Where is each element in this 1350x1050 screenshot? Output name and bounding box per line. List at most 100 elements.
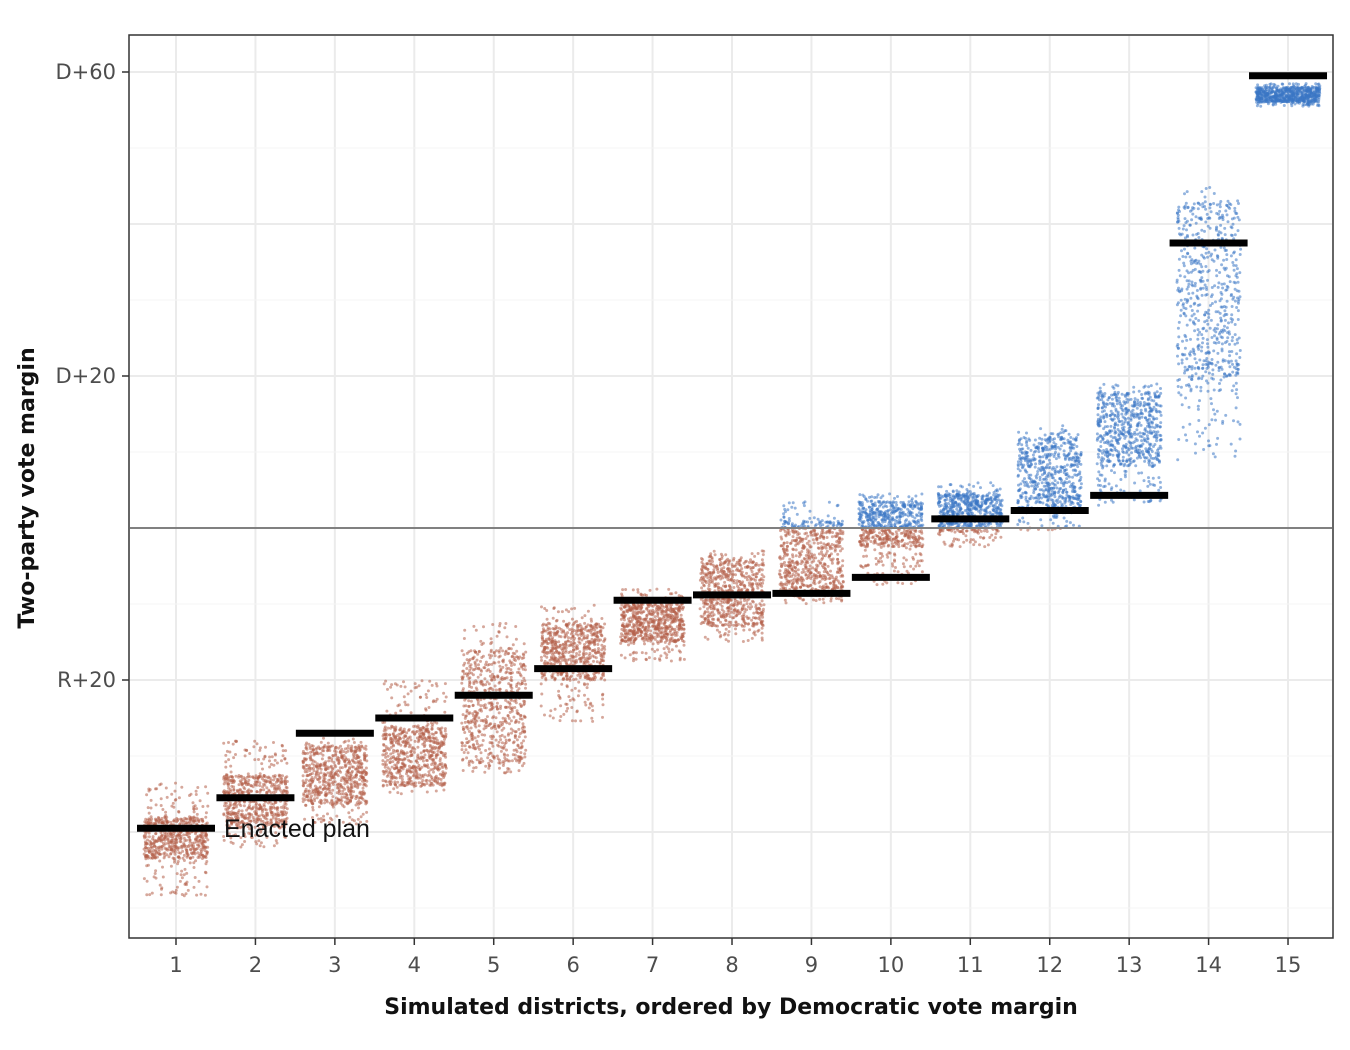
sim-point	[198, 838, 202, 842]
sim-point	[576, 694, 580, 698]
sim-point	[559, 704, 563, 708]
sim-point	[157, 849, 161, 853]
sim-point	[444, 765, 448, 769]
sim-point	[409, 738, 413, 742]
sim-point	[246, 783, 250, 786]
sim-point	[204, 811, 208, 815]
sim-point	[495, 705, 499, 709]
sim-point	[196, 851, 200, 855]
sim-point	[571, 642, 575, 646]
sim-point	[715, 628, 719, 632]
sim-point	[470, 733, 474, 737]
sim-point	[396, 791, 400, 795]
sim-point	[565, 709, 569, 713]
sim-point	[222, 782, 226, 786]
sim-point	[396, 780, 400, 784]
sim-point	[335, 772, 339, 776]
sim-point	[762, 575, 766, 579]
sim-point	[484, 683, 488, 687]
sim-point	[146, 849, 150, 853]
sim-point	[469, 666, 473, 670]
sim-point	[255, 783, 259, 787]
sim-point	[546, 621, 550, 625]
sim-point	[382, 732, 386, 736]
sim-point	[251, 807, 255, 811]
sim-point	[408, 759, 412, 763]
sim-point	[180, 785, 184, 789]
sim-point	[340, 792, 343, 796]
sim-point	[644, 657, 648, 661]
sim-point	[416, 745, 420, 749]
sim-point	[593, 642, 597, 646]
sim-point	[488, 674, 492, 678]
sim-point	[415, 729, 419, 733]
sim-point	[203, 893, 207, 897]
sim-point	[204, 871, 208, 875]
sim-point	[565, 623, 569, 627]
sim-point	[621, 588, 625, 592]
sim-point	[443, 682, 447, 686]
sim-point	[518, 717, 522, 721]
sim-point	[582, 660, 586, 664]
sim-point	[193, 819, 197, 823]
sim-point	[494, 727, 498, 731]
sim-point	[676, 615, 680, 619]
sim-point	[142, 877, 146, 881]
sim-point	[545, 617, 549, 621]
sim-point	[224, 777, 228, 781]
sim-point	[240, 778, 244, 781]
sim-point	[753, 563, 757, 567]
sim-point	[576, 624, 580, 627]
sim-point	[626, 610, 630, 614]
sim-point	[331, 795, 335, 799]
sim-point	[346, 744, 350, 748]
sim-point	[570, 719, 574, 723]
sim-point	[143, 836, 147, 840]
sim-point	[513, 699, 516, 703]
sim-point	[575, 652, 579, 655]
sim-point	[632, 640, 636, 644]
sim-point	[583, 614, 587, 618]
sim-point	[657, 604, 660, 608]
sim-point	[389, 782, 393, 786]
sim-point	[547, 637, 551, 641]
sim-point	[576, 633, 580, 637]
sim-point	[484, 764, 488, 768]
sim-point	[186, 821, 190, 825]
sim-point	[478, 730, 482, 734]
sim-point	[430, 725, 434, 729]
sim-point	[253, 758, 257, 762]
sim-point	[582, 648, 586, 652]
sim-point	[224, 790, 228, 794]
sim-point	[505, 667, 509, 671]
sim-point	[188, 861, 192, 865]
sim-point	[489, 637, 493, 641]
sim-point	[413, 739, 417, 743]
sim-point	[599, 657, 603, 661]
sim-point	[443, 729, 447, 733]
sim-point	[171, 841, 175, 845]
sim-point	[406, 692, 410, 696]
sim-point	[195, 812, 199, 816]
sim-point	[551, 675, 555, 679]
sim-point	[158, 839, 162, 843]
sim-point	[577, 680, 581, 684]
sim-point	[552, 654, 556, 658]
sim-point	[481, 759, 485, 763]
sim-point	[676, 638, 680, 642]
sim-point	[422, 750, 426, 753]
sim-point	[543, 713, 546, 717]
sim-point	[667, 650, 671, 654]
sim-point	[522, 739, 525, 743]
sim-point	[280, 759, 283, 763]
sim-point	[672, 616, 676, 620]
sim-point	[639, 634, 643, 638]
sim-point	[493, 654, 497, 658]
sim-point	[522, 699, 526, 703]
sim-point	[314, 790, 318, 794]
sim-point	[182, 873, 186, 877]
sim-point	[591, 719, 595, 723]
sim-point	[572, 648, 576, 652]
sim-point	[182, 819, 186, 823]
sim-point	[484, 706, 488, 710]
